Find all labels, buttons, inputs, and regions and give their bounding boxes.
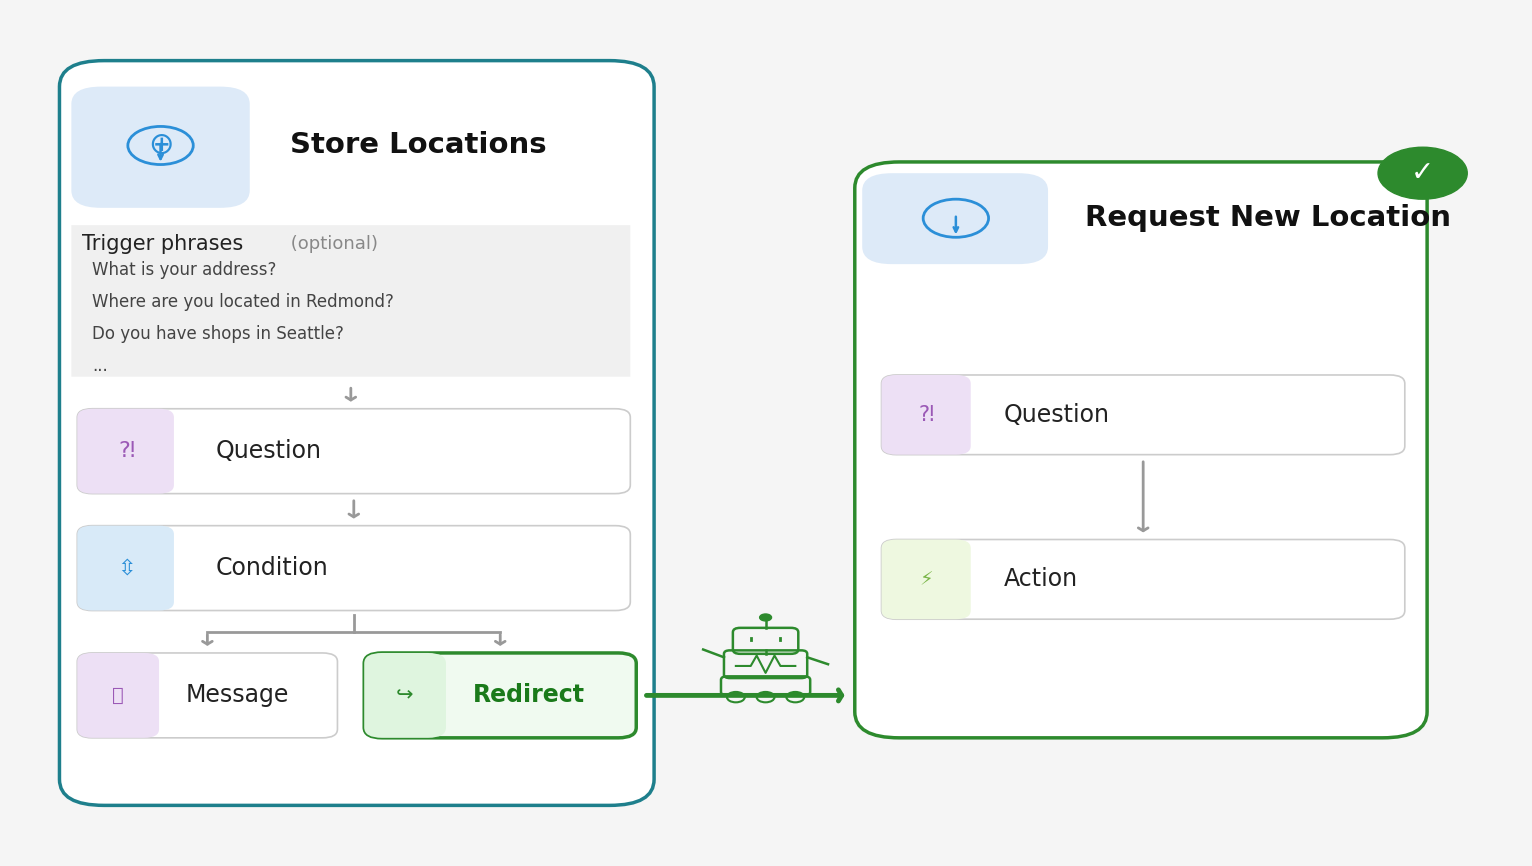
FancyBboxPatch shape <box>77 653 159 738</box>
Text: ⚡: ⚡ <box>919 570 933 589</box>
Text: ✓: ✓ <box>1411 159 1434 187</box>
Text: ↪: ↪ <box>395 685 414 706</box>
Text: ...: ... <box>92 358 107 375</box>
Text: ⊕: ⊕ <box>147 131 173 160</box>
Text: Question: Question <box>1003 403 1109 427</box>
Text: (optional): (optional) <box>285 236 378 253</box>
FancyBboxPatch shape <box>881 540 1405 619</box>
FancyBboxPatch shape <box>77 409 630 494</box>
FancyBboxPatch shape <box>365 653 446 738</box>
FancyBboxPatch shape <box>881 375 1405 455</box>
Text: Question: Question <box>216 439 322 463</box>
Text: ⁈: ⁈ <box>919 404 935 425</box>
FancyBboxPatch shape <box>77 653 337 738</box>
Text: ⇳: ⇳ <box>116 558 136 578</box>
Circle shape <box>760 614 772 621</box>
FancyBboxPatch shape <box>77 409 175 494</box>
FancyBboxPatch shape <box>855 162 1428 738</box>
Text: Where are you located in Redmond?: Where are you located in Redmond? <box>92 294 394 311</box>
FancyBboxPatch shape <box>72 225 630 377</box>
Text: ⦿: ⦿ <box>112 686 123 705</box>
Text: Action: Action <box>1003 567 1077 591</box>
FancyBboxPatch shape <box>60 61 654 805</box>
Text: Redirect: Redirect <box>473 683 585 708</box>
Text: Request New Location: Request New Location <box>1085 204 1451 232</box>
Text: Trigger phrases: Trigger phrases <box>81 234 244 255</box>
Text: Condition: Condition <box>216 556 328 580</box>
FancyBboxPatch shape <box>863 173 1048 264</box>
Circle shape <box>1379 147 1468 199</box>
FancyBboxPatch shape <box>365 653 636 738</box>
FancyBboxPatch shape <box>881 540 971 619</box>
FancyBboxPatch shape <box>881 375 971 455</box>
FancyBboxPatch shape <box>72 87 250 208</box>
FancyBboxPatch shape <box>77 526 175 611</box>
Text: Store Locations: Store Locations <box>290 132 547 159</box>
Text: What is your address?: What is your address? <box>92 262 277 279</box>
Text: Message: Message <box>185 683 290 708</box>
Text: ⁈: ⁈ <box>118 441 135 462</box>
Text: Do you have shops in Seattle?: Do you have shops in Seattle? <box>92 326 345 343</box>
FancyBboxPatch shape <box>77 526 630 611</box>
